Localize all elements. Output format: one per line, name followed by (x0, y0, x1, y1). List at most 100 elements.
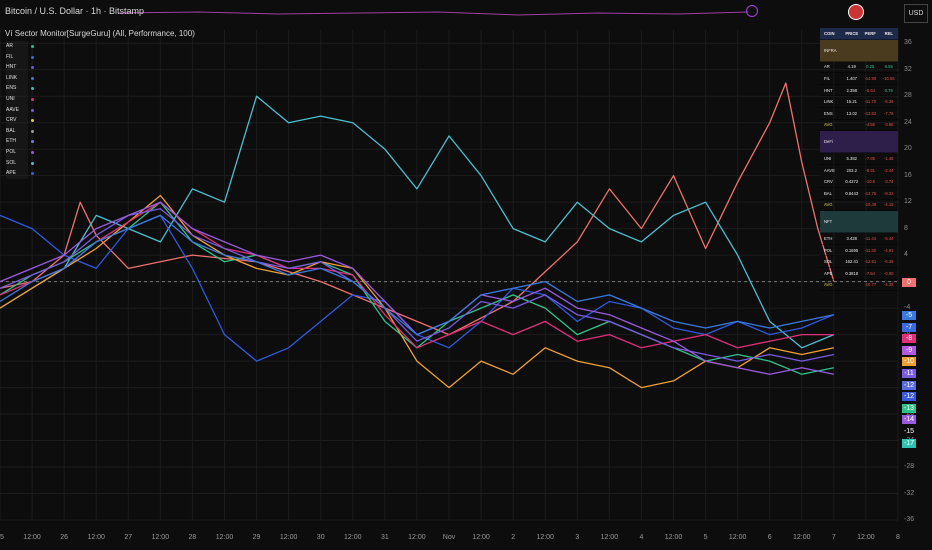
legend-item[interactable]: POL (6, 146, 34, 158)
table-avg-row: AVG -10.77 -4.38 (820, 280, 898, 292)
table-avg-row: AVG -4.56 -3.66 (820, 120, 898, 132)
series-lines (0, 82, 835, 389)
series-line-5 (0, 201, 834, 349)
y-tick-label: -28 (904, 463, 915, 471)
sector-header: DeFi (820, 131, 898, 154)
legend-color-dot (31, 150, 34, 154)
table-row: AAVE 203.2 -8.91 -2.44 (820, 165, 898, 177)
x-tick-label: 12:00 (793, 534, 811, 541)
y-tick-label: 32 (904, 65, 912, 73)
x-tick-label: 12:00 (600, 534, 619, 541)
y-tick-label: 24 (904, 118, 912, 126)
legend-color-dot (31, 119, 34, 123)
legend-item[interactable]: CRV (6, 115, 34, 126)
last-value-badge: -14 (902, 415, 916, 425)
x-tick-label: 12:00 (664, 534, 683, 541)
table-row: SOL 162.41 -12.81 -6.38 (820, 256, 898, 268)
legend-item[interactable]: ENS (6, 83, 34, 94)
y-tick-label: -36 (904, 516, 915, 523)
last-value-badge: -5 (902, 311, 916, 320)
x-tick-label: 12:00 (87, 534, 105, 541)
last-value-badge: -12 (902, 380, 916, 390)
x-tick-label: 12:00 (472, 534, 490, 541)
legend-item[interactable]: LINK (6, 72, 34, 84)
x-tick-label: 2 (511, 534, 516, 541)
last-value-badge: -8 (902, 334, 916, 344)
legend-color-dot (31, 76, 34, 80)
last-value-badge: 0 (902, 277, 916, 287)
sector-table: COIN PRICE PERF REL INFRA AR 4.19 0.25 6.55 FIL 1.… (820, 28, 898, 292)
y-tick-label: -4 (904, 304, 911, 312)
legend-item[interactable]: BAL (6, 125, 34, 137)
last-value-badge: -11 (902, 369, 916, 378)
last-value-badge: -9 (902, 345, 916, 355)
legend-color-dot (31, 161, 34, 165)
x-tick-label: 12:00 (408, 534, 426, 541)
legend-color-dot (31, 140, 34, 144)
event-marker-icon[interactable] (746, 5, 758, 17)
x-tick-label: 7 (831, 534, 836, 541)
last-value-badge: -7 (902, 322, 916, 332)
flag-icon[interactable] (848, 4, 864, 20)
x-tick-label: Nov (442, 534, 456, 541)
last-value-badge: -13 (902, 403, 916, 413)
x-tick-label: 6 (767, 534, 772, 541)
table-row: HNT 2.358 -5.64 0.76 (820, 85, 898, 97)
x-tick-label: 12:00 (728, 534, 747, 541)
legend-item[interactable]: HNT (6, 62, 34, 73)
grid-lines (0, 30, 899, 521)
legend-item[interactable]: AR (6, 41, 34, 52)
legend-color-dot (31, 55, 34, 59)
legend-item[interactable]: UNI (6, 93, 34, 105)
table-row: AR 4.19 0.25 6.55 (820, 62, 898, 74)
table-row: BAL 0.8443 -14.70 -8.32 (820, 188, 898, 200)
legend-item[interactable]: APE (6, 168, 34, 179)
x-tick-label: 26 (60, 534, 69, 541)
x-tick-label: 12:00 (344, 534, 362, 541)
x-tick-label: 12:00 (151, 534, 170, 541)
last-value-badge: -12 (902, 392, 916, 402)
price-axis[interactable] (899, 0, 932, 550)
legend-item[interactable]: ETH (6, 136, 34, 147)
x-tick-label: 28 (188, 534, 197, 541)
table-row: ETH 3.428 -11.44 -5.44 (820, 233, 898, 245)
y-tick-label: 4 (904, 251, 908, 259)
legend-color-dot (31, 97, 34, 101)
last-value-badge: -15 (902, 427, 916, 436)
x-tick-label: 3 (575, 534, 580, 541)
legend-color-dot (31, 172, 34, 176)
y-tick-label: -8 (904, 331, 910, 338)
table-row: FIL 1.407 -14.90 -10.56 (820, 73, 898, 85)
y-tick-label: 36 (904, 39, 912, 47)
indicator-title[interactable]: Ví Sector Monitor[SurgeGuru] (All, Perfo… (5, 29, 195, 38)
last-value-badge: -17 (902, 438, 916, 448)
currency-selector[interactable]: USD (904, 4, 928, 23)
y-tick-label: -32 (904, 489, 915, 497)
legend-item[interactable]: FIL (6, 51, 34, 63)
x-tick-label: 31 (380, 534, 389, 541)
series-line-6 (0, 208, 835, 362)
x-tick-label: 29 (252, 534, 261, 541)
legend-item[interactable]: AAVE (6, 104, 34, 116)
legend-item[interactable]: SOL (6, 157, 34, 169)
sector-header: INFRA (820, 39, 898, 62)
x-tick-label: 27 (124, 534, 133, 541)
table-row: APE 0.3818 -7.54 -0.90 (820, 268, 898, 280)
x-tick-label: 12:00 (857, 534, 875, 541)
x-tick-label: 12:00 (279, 534, 298, 541)
table-row: CRV 0.4372 -10.6 -3.74 (820, 176, 898, 188)
legend-color-dot (31, 66, 34, 70)
x-tick-label: 30 (316, 534, 325, 541)
x-tick-label: 5 (703, 534, 708, 541)
coin-legend: AR FIL HNT LINK ENS UNI AAVE CRV BAL ETH POL SOL APE (6, 41, 34, 179)
y-tick-label: 16 (904, 171, 912, 179)
price-strip (117, 4, 758, 16)
table-row: UNI 5.382 -7.85 -1.48 (820, 153, 898, 165)
x-tick-label: 4 (639, 534, 644, 541)
table-header-row: COIN PRICE PERF REL (820, 28, 898, 40)
table-row: LINK 15.21 -11.70 -5.36 (820, 96, 898, 108)
x-tick-label: 12:00 (23, 534, 41, 541)
series-line-1 (0, 95, 835, 349)
x-tick-label: 8 (896, 534, 900, 541)
